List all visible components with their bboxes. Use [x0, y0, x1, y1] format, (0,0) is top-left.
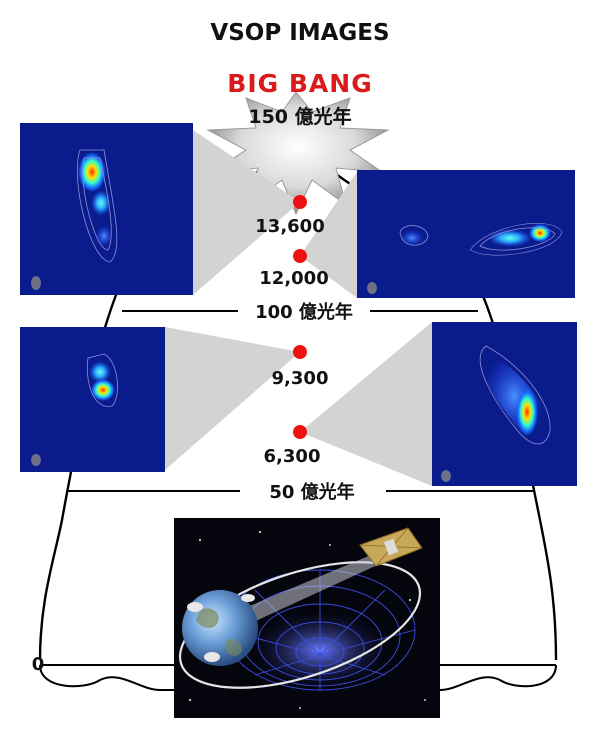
source-marker-13600: [293, 195, 307, 209]
vsop-image-9300: [20, 327, 165, 472]
wedge-12000: [300, 172, 357, 298]
source-distance-9300: 9,300: [272, 368, 329, 389]
wedge-6300: [300, 322, 432, 486]
page-title: VSOP IMAGES: [210, 20, 389, 46]
scale-label-100: 100 億光年: [255, 301, 353, 323]
scale-label-50: 50 億光年: [269, 481, 354, 503]
source-distance-12000: 12,000: [259, 268, 328, 289]
big-bang-star: [206, 91, 390, 216]
source-distance-13600: 13,600: [255, 216, 324, 237]
wedge-9300: [165, 327, 300, 470]
source-marker-6300: [293, 425, 307, 439]
big-bang-label: BIG BANG: [227, 69, 372, 98]
orbit-ring: [178, 561, 422, 689]
source-marker-12000: [293, 249, 307, 263]
wedge-13600: [193, 130, 300, 295]
source-distance-6300: 6,300: [264, 446, 321, 467]
source-marker-9300: [293, 345, 307, 359]
satellite-icon: [359, 527, 423, 567]
scale-label-150: 150 億光年: [248, 105, 351, 128]
vsop-image-12000: [357, 170, 575, 298]
vsop-image-13600: [20, 123, 193, 295]
signal-beam: [228, 552, 384, 630]
vsop-satellite-illustration: [174, 518, 440, 718]
vsop-image-6300: [432, 322, 577, 486]
scale-label-0: 0: [32, 654, 45, 675]
